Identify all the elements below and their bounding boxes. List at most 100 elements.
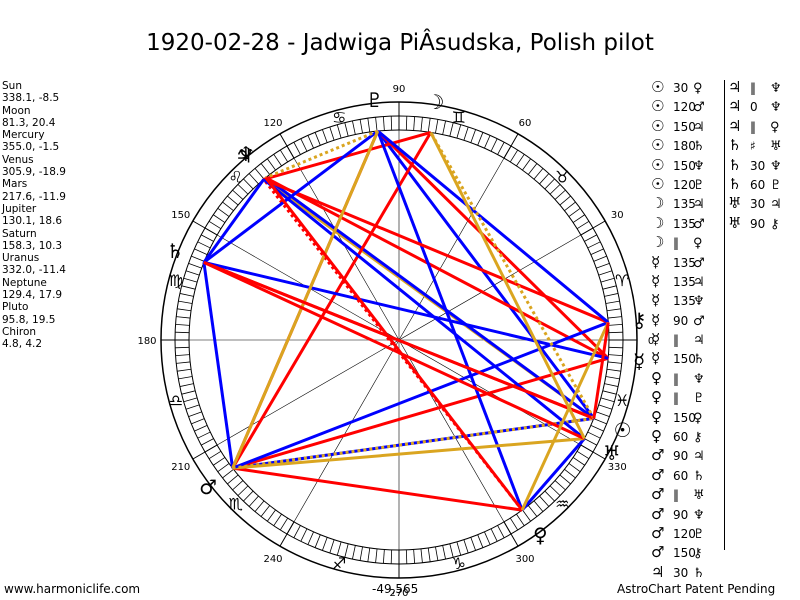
aspect-planet-a: ♀ — [651, 407, 662, 426]
degree-tick — [208, 450, 222, 460]
aspect-angle: 120 — [673, 100, 696, 115]
degree-tick — [509, 149, 519, 163]
degree-tick — [352, 120, 356, 135]
aspect-planet-b: ♄ — [693, 468, 705, 484]
aspect-line — [520, 321, 610, 511]
aspect-planet-a: ♄ — [728, 136, 742, 155]
aspect-angle: 90 — [673, 507, 689, 522]
zodiac-sign-glyph: ♋ — [332, 108, 346, 127]
degree-tick — [497, 525, 505, 538]
aspect-angle: 150 — [673, 410, 696, 425]
aspect-angle: 135 — [673, 255, 696, 270]
aspect-row: ☉ 120♂ — [651, 97, 713, 116]
zodiac-sign-glyph: ♏ — [228, 494, 242, 513]
degree-tick — [177, 308, 192, 312]
aspect-planet-b: ♃ — [693, 274, 705, 290]
degree-tick — [248, 173, 259, 185]
aspect-line — [203, 260, 595, 420]
aspect-planet-a: ♂ — [651, 523, 665, 542]
aspect-line — [232, 321, 609, 470]
degree-tick — [527, 163, 538, 175]
position-value: 81.3, 20.4 — [2, 116, 56, 129]
aspect-row: ♃ ‖ ♆ — [728, 78, 790, 97]
aspect-angle: 150 — [673, 546, 696, 561]
aspect-angle: ‖ — [673, 488, 679, 503]
planet-positions-list: Sun 338.1, -8.5 Moon 81.3, 20.4 Mercury 355.0… — [2, 80, 66, 351]
aspect-planet-b: ♅ — [770, 139, 782, 155]
degree-tick — [194, 248, 208, 255]
degree-tick — [213, 214, 226, 223]
degree-tick — [185, 404, 200, 410]
degree-tick — [484, 135, 491, 149]
sign-divider — [192, 444, 218, 460]
planet-glyph-chiron: ⚷ — [632, 308, 647, 332]
aspect-planet-a: ☿ — [651, 291, 661, 310]
aspect-angle: 0 — [750, 100, 758, 115]
degree-tick — [267, 509, 276, 522]
aspect-angle: ‖ — [673, 333, 679, 348]
aspect-planet-a: ♃ — [651, 562, 665, 581]
aspect-line — [265, 176, 609, 360]
aspect-angle: 135 — [673, 294, 696, 309]
degree-tick — [300, 528, 308, 542]
degree-tick — [596, 411, 610, 417]
zodiac-sign-glyph: ♑ — [452, 554, 466, 573]
degree-tick — [554, 480, 566, 491]
degree-tick — [344, 543, 349, 558]
degree-tick — [559, 474, 571, 485]
sign-divider — [503, 521, 519, 547]
degree-label: 150 — [171, 210, 190, 221]
aspect-planet-b: ♂ — [693, 313, 705, 329]
julian-day-readout: -49,565 — [372, 582, 419, 596]
position-value: 129.4, 17.9 — [2, 289, 63, 302]
degree-tick — [375, 117, 378, 132]
chart-title: 1920-02-28 - Jadwiga PiÂsudska, Polish p… — [146, 30, 654, 56]
aspect-column-left: ☉ 30 ♀ ☉ 120♂ ☉ 150♃ ☉ 180♄ ☉ 150♆ ☉ 120♇ ☽ 135♃ ☽ 135♂ ☽… — [651, 78, 713, 582]
degree-tick — [608, 354, 623, 357]
degree-tick — [596, 263, 610, 269]
degree-tick — [273, 154, 282, 167]
planet-glyph-saturn: ♄ — [166, 239, 184, 263]
degree-tick — [227, 195, 239, 206]
degree-tick — [217, 463, 230, 472]
degree-tick — [191, 418, 205, 425]
aspect-planet-a: ♅ — [728, 213, 742, 232]
planet-glyph-venus: ♀ — [533, 523, 548, 547]
zodiac-sign-glyph: ♓ — [615, 391, 629, 410]
website-link[interactable]: www.harmoniclife.com — [4, 582, 141, 596]
aspect-angle: ‖ — [673, 391, 679, 406]
degree-tick — [604, 383, 619, 387]
degree-tick — [413, 549, 416, 564]
aspect-row: ☉ 120♇ — [651, 175, 713, 194]
aspect-planet-b: ♂ — [693, 255, 705, 271]
degree-tick — [605, 300, 620, 304]
aspect-line — [592, 322, 610, 419]
zodiac-sign-glyph: ♌ — [228, 168, 242, 187]
aspect-row: ♂ 150⚷ — [651, 543, 713, 562]
degree-tick — [413, 116, 416, 131]
degree-tick — [497, 142, 505, 155]
degree-tick — [208, 220, 222, 230]
planet-glyph-uranus: ♅ — [603, 441, 621, 465]
degree-tick — [420, 117, 423, 132]
aspect-angle: ‖ — [750, 81, 756, 95]
degree-tick — [227, 474, 239, 485]
aspect-planet-b: ♀ — [693, 410, 703, 426]
degree-tick — [600, 397, 615, 403]
degree-tick — [490, 528, 498, 542]
aspect-row: ♂ ‖ ♅ — [651, 485, 713, 504]
aspect-line — [265, 129, 379, 180]
degree-label: 60 — [519, 118, 532, 129]
aspect-planet-a: ♂ — [651, 485, 665, 504]
aspect-row: ♅ 30 ♃ — [728, 194, 790, 213]
sign-divider — [503, 133, 519, 159]
degree-tick — [279, 517, 289, 531]
aspect-angle: 180 — [673, 139, 696, 154]
position-name: Mars — [2, 178, 28, 191]
aspect-angle: 60 — [673, 468, 689, 483]
aspect-planet-a: ♂ — [651, 446, 665, 465]
aspect-planet-a: ☉ — [651, 155, 665, 174]
degree-tick — [344, 122, 349, 137]
aspect-row: ♄ ♯ ♅ — [728, 136, 790, 155]
degree-tick — [442, 120, 446, 135]
